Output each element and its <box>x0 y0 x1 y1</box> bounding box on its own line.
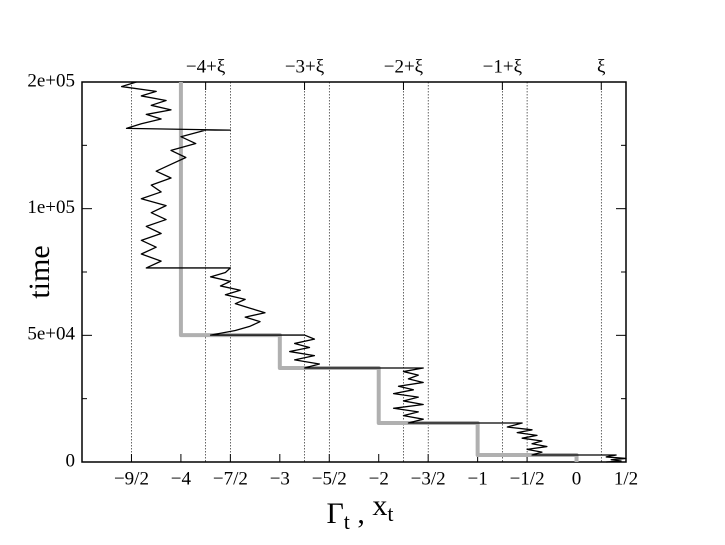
x-tick-label: 1/2 <box>614 468 638 489</box>
x-axis-label: Γt , xt <box>326 489 393 534</box>
x-tick-label: 0 <box>572 468 582 489</box>
y-tick-label: 2e+05 <box>27 70 75 91</box>
y-tick-label: 5e+04 <box>27 324 75 345</box>
top-tick-label: −4+ξ <box>186 56 226 77</box>
plot-frame <box>81 81 627 463</box>
y-tick-label: 0 <box>66 450 76 471</box>
series-line <box>120 81 627 463</box>
x-tick-label: −9/2 <box>114 468 149 489</box>
x-tick-label: −7/2 <box>213 468 248 489</box>
series-line <box>178 82 579 462</box>
x-tick-label: −2 <box>369 468 389 489</box>
y-axis-label: time <box>23 245 56 298</box>
x-axis-label-part: t <box>344 509 350 534</box>
x-tick-label: −3 <box>270 468 290 489</box>
x-tick-label: −1/2 <box>510 468 545 489</box>
x-tick-label: −1 <box>468 468 488 489</box>
top-tick-label: −1+ξ <box>483 56 523 77</box>
x-axis-label-part: t <box>387 501 393 526</box>
x-axis-label-part: , <box>350 497 373 530</box>
x-tick-label: −4 <box>171 468 192 489</box>
x-axis-label-part: x <box>372 489 387 522</box>
top-tick-label: ξ <box>597 56 606 77</box>
x-axis-label-part: Γ <box>326 497 343 530</box>
y-tick-label: 1e+05 <box>27 197 75 218</box>
top-tick-label: −3+ξ <box>285 56 325 77</box>
top-tick-label: −2+ξ <box>384 56 424 77</box>
x-tick-label: −3/2 <box>411 468 446 489</box>
x-tick-label: −5/2 <box>312 468 347 489</box>
